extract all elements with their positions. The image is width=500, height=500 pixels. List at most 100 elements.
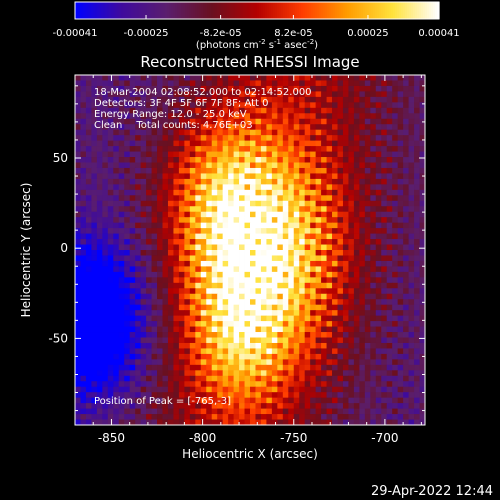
heatmap-cell — [375, 293, 382, 300]
heatmap-cell — [135, 206, 142, 213]
colorbar-tick-labels: -0.00041 -0.00025 -8.2e-05 8.2e-05 0.00025 0.… — [53, 28, 460, 39]
heatmap-cell — [364, 342, 371, 349]
heatmap-cell — [228, 321, 234, 327]
heatmap-cell — [332, 195, 338, 202]
heatmap-cell — [189, 173, 196, 180]
heatmap-cell — [151, 419, 158, 426]
heatmap-cell — [222, 321, 229, 327]
heatmap-cell — [375, 178, 382, 185]
heatmap-cell — [244, 80, 251, 87]
heatmap-cell — [386, 397, 393, 404]
heatmap-cell — [75, 321, 81, 327]
heatmap-cell — [206, 184, 213, 191]
heatmap-cell — [315, 239, 322, 245]
heatmap-cell — [364, 337, 371, 344]
y-tick-label: 0 — [60, 241, 68, 255]
heatmap-cell — [135, 266, 142, 273]
heatmap-cell — [403, 392, 409, 399]
heatmap-cell — [173, 342, 180, 349]
heatmap-cell — [408, 337, 415, 344]
heatmap-cell — [386, 239, 393, 245]
heatmap-cell — [244, 364, 251, 371]
heatmap-cell — [321, 326, 327, 333]
colorbar-step — [329, 2, 332, 19]
heatmap-cell — [113, 419, 120, 426]
heatmap-cell — [348, 321, 355, 327]
heatmap-cell — [397, 222, 404, 229]
heatmap-cell — [91, 403, 98, 409]
heatmap-cell — [375, 124, 382, 131]
heatmap-cell — [146, 184, 152, 191]
heatmap-cell — [173, 321, 180, 327]
heatmap-cell — [195, 315, 202, 322]
heatmap-cell — [392, 255, 399, 262]
heatmap-cell — [91, 200, 98, 207]
heatmap-cell — [80, 135, 87, 142]
heatmap-cell — [80, 162, 87, 169]
heatmap-cell — [206, 408, 213, 415]
colorbar-step — [157, 2, 160, 19]
heatmap-cell — [353, 233, 360, 240]
heatmap-cell — [135, 96, 142, 103]
heatmap-cell — [129, 403, 136, 409]
heatmap-cell — [102, 408, 109, 415]
heatmap-cell — [255, 146, 262, 152]
heatmap-cell — [277, 151, 284, 158]
heatmap-cell — [239, 364, 245, 371]
heatmap-cell — [162, 260, 169, 267]
heatmap-cell — [102, 364, 109, 371]
heatmap-cell — [140, 96, 147, 103]
heatmap-cell — [173, 255, 180, 262]
heatmap-cell — [91, 408, 98, 415]
heatmap-cell — [392, 348, 399, 355]
heatmap-cell — [244, 321, 251, 327]
heatmap-cell — [102, 151, 109, 158]
heatmap-cell — [392, 353, 399, 360]
heatmap-cell — [228, 304, 234, 311]
heatmap-cell — [167, 364, 174, 371]
heatmap-cell — [189, 397, 196, 404]
heatmap-cell — [222, 403, 229, 409]
heatmap-cell — [260, 107, 267, 114]
heatmap-cell — [184, 167, 191, 174]
heatmap-cell — [140, 260, 147, 267]
heatmap-cell — [239, 293, 245, 300]
heatmap-cell — [206, 364, 213, 371]
heatmap-cell — [200, 173, 207, 180]
heatmap-cell — [96, 162, 103, 169]
heatmap-cell — [140, 162, 147, 169]
heatmap-cell — [326, 353, 333, 360]
heatmap-cell — [353, 310, 360, 317]
annotation-time-range: 18-Mar-2004 02:08:52.000 to 02:14:52.000 — [94, 87, 312, 98]
heatmap-cell — [310, 167, 317, 174]
heatmap-cell — [293, 392, 300, 399]
heatmap-cell — [107, 239, 114, 245]
heatmap-cell — [113, 239, 120, 245]
heatmap-cell — [293, 184, 300, 191]
heatmap-cell — [102, 419, 109, 426]
y-tick-label: -50 — [48, 331, 68, 345]
heatmap-cell — [228, 146, 234, 152]
heatmap-cell — [151, 337, 158, 344]
heatmap-cell — [414, 217, 420, 224]
heatmap-cell — [211, 195, 218, 202]
heatmap-cell — [228, 140, 234, 147]
heatmap-cell — [146, 403, 152, 409]
colorbar-step — [219, 2, 222, 19]
heatmap-cell — [91, 167, 98, 174]
heatmap-cell — [342, 266, 349, 273]
heatmap-cell — [271, 195, 278, 202]
heatmap-cell — [233, 342, 240, 349]
heatmap-cell — [211, 392, 218, 399]
colorbar-step — [117, 2, 120, 19]
heatmap-cell — [277, 386, 284, 393]
heatmap-cell — [282, 315, 289, 322]
heatmap-cell — [419, 277, 426, 284]
heatmap-cell — [184, 129, 191, 136]
heatmap-cell — [375, 337, 382, 344]
heatmap-cell — [260, 348, 267, 355]
heatmap-cell — [342, 146, 349, 152]
heatmap-cell — [315, 266, 322, 273]
heatmap-cell — [364, 178, 371, 185]
heatmap-cell — [386, 146, 393, 152]
